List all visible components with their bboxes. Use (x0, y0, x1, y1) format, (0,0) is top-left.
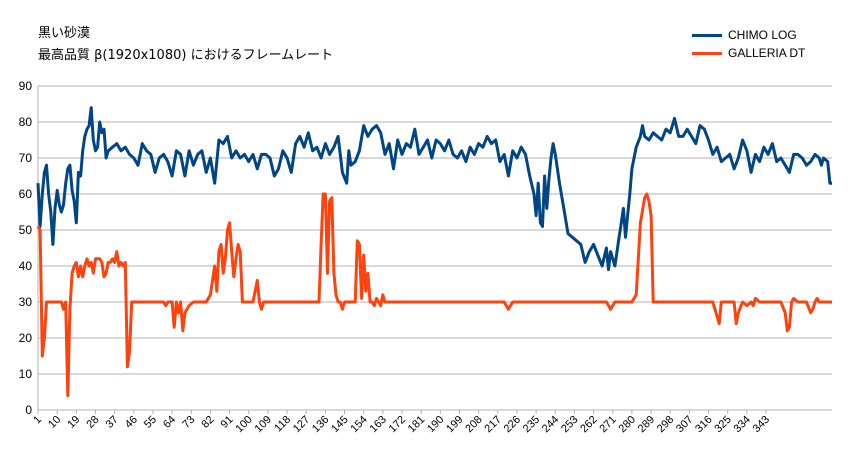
y-tick-label: 20 (19, 331, 33, 345)
x-tick-label: 64 (161, 414, 178, 431)
y-axis-tick-labels: 0 10 20 30 40 50 60 70 80 90 (19, 79, 33, 417)
grid-lines (37, 85, 832, 411)
legend-item-galleria-dt: GALLERIA DT (692, 44, 805, 62)
x-tick-label: 82 (199, 414, 216, 431)
chart-title: 黒い砂漠 (38, 26, 91, 41)
x-tick-label: 298 (655, 414, 676, 435)
x-tick-label: 109 (253, 414, 274, 435)
y-tick-label: 10 (19, 367, 33, 381)
x-tick-label: 10 (46, 414, 63, 431)
y-tick-label: 60 (19, 187, 33, 201)
x-tick-label: 307 (674, 414, 695, 435)
y-tick-label: 0 (25, 403, 32, 417)
y-tick-label: 30 (19, 295, 33, 309)
x-tick-label: 100 (233, 414, 254, 435)
x-tick-label: 46 (123, 414, 140, 431)
x-tick-label: 262 (578, 414, 599, 435)
x-tick-label: 280 (617, 414, 638, 435)
x-tick-label: 226 (502, 414, 523, 435)
x-tick-label: 325 (712, 414, 733, 435)
legend-item-chimo-log: CHIMO LOG (692, 26, 805, 44)
x-tick-label: 316 (693, 414, 714, 435)
chart-subtitle: 最高品質 β(1920x1080) におけるフレームレート (38, 48, 334, 63)
y-tick-label: 40 (19, 259, 33, 273)
x-tick-label: 154 (348, 414, 369, 435)
x-tick-label: 19 (65, 414, 82, 431)
x-tick-label: 73 (180, 414, 197, 431)
x-tick-label: 145 (329, 414, 350, 435)
legend-swatch-chimo-log (692, 33, 722, 37)
x-tick-label: 235 (521, 414, 542, 435)
x-tick-label: 199 (444, 414, 465, 435)
x-tick-label: 190 (425, 414, 446, 435)
x-tick-label: 343 (751, 414, 772, 435)
legend-label-galleria-dt: GALLERIA DT (728, 46, 806, 60)
legend: CHIMO LOG GALLERIA DT (692, 26, 805, 62)
y-tick-label: 50 (19, 223, 33, 237)
x-tick-label: 91 (219, 414, 236, 431)
legend-swatch-galleria-dt (692, 51, 722, 55)
x-tick-label: 118 (272, 414, 293, 435)
y-tick-label: 70 (19, 151, 33, 165)
x-tick-label: 253 (559, 414, 580, 435)
x-tick-label: 271 (597, 414, 618, 435)
x-tick-label: 208 (463, 414, 484, 435)
x-tick-label: 28 (84, 414, 101, 431)
x-tick-label: 244 (540, 414, 561, 435)
x-tick-label: 136 (310, 414, 331, 435)
series-line-galleria-dt (36, 192, 832, 398)
x-tick-label: 334 (732, 414, 753, 435)
x-tick-label: 127 (291, 414, 312, 435)
x-tick-label: 289 (636, 414, 657, 435)
x-tick-label: 181 (406, 414, 427, 435)
x-tick-label: 1 (31, 414, 44, 427)
x-tick-label: 217 (482, 414, 503, 435)
x-axis-tick-labels: 1 10 19 28 37 46 55 64 73 82 911001091181271361451… (31, 410, 772, 435)
series-line-chimo-log (36, 106, 832, 272)
x-tick-label: 163 (368, 414, 389, 435)
x-tick-label: 55 (142, 414, 159, 431)
legend-label-chimo-log: CHIMO LOG (728, 28, 797, 42)
series-lines (36, 106, 832, 398)
y-tick-label: 80 (19, 115, 33, 129)
x-tick-label: 37 (104, 414, 121, 431)
x-tick-label: 172 (387, 414, 408, 435)
y-tick-label: 90 (19, 79, 33, 93)
